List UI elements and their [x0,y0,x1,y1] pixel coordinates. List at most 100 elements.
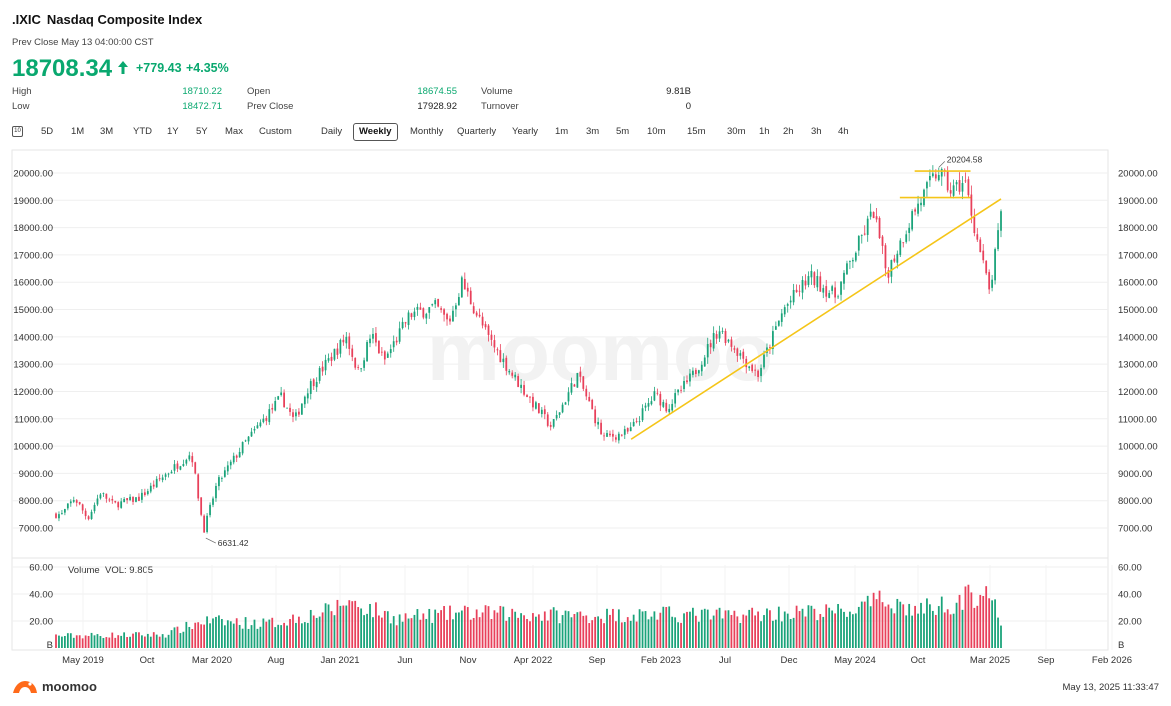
candle-body [831,286,834,291]
volume-bar [822,616,825,648]
interval-30m[interactable]: 30m [727,126,746,137]
candle-body [985,260,988,274]
candle-body [354,357,357,368]
range-max[interactable]: Max [225,126,243,137]
volume-bar [300,623,303,648]
volume-bar [923,613,925,648]
volume-bar [739,622,742,648]
volume-bar [185,621,188,648]
volume-bar [247,628,250,648]
range-custom[interactable]: Custom [259,126,292,137]
candle-body [256,425,259,429]
volume-bar [117,635,120,648]
interval-daily[interactable]: Daily [321,126,343,137]
high-annotation: 20204.58 [947,154,983,164]
range-3m[interactable]: 3M [100,126,114,137]
volume-bar [997,617,999,648]
volume-bar [825,604,828,648]
candle-body [410,313,413,318]
volume-bar [662,606,665,648]
volume-bar [437,612,440,648]
range-1y[interactable]: 1Y [167,126,179,137]
volume-bar [256,628,259,648]
x-tick-label: Dec [781,655,798,666]
price-change-pct: +4.35% [186,61,229,75]
volume-bar [786,613,789,648]
volume-bar [419,619,422,648]
volume-bar [481,612,484,648]
x-tick-label: Jul [719,655,731,666]
volume-bar [558,623,561,648]
interval-1h[interactable]: 1h [759,126,770,137]
volume-bar [176,626,179,648]
volume-bar [262,618,265,648]
volume-bar [804,616,807,648]
calendar-10-icon[interactable]: 10 [12,126,23,137]
range-ytd[interactable]: YTD [133,126,152,137]
candle-body [952,185,955,196]
price-tick-label-right: 20000.00 [1118,169,1158,180]
candle-body [161,477,164,481]
candle-body [662,402,665,407]
volume-bar [529,621,531,648]
volume-bar [120,635,123,648]
volume-bar [792,617,795,648]
volume-bar [540,620,543,648]
range-1m[interactable]: 1M [71,126,85,137]
candle-body [680,389,682,391]
range-5d[interactable]: 5D [41,126,54,137]
volume-bar [446,619,448,648]
volume-bar [523,615,525,648]
interval-10m[interactable]: 10m [647,126,666,137]
interval-3h[interactable]: 3h [811,126,822,137]
volume-bar [422,613,425,648]
volume-bar [929,604,931,648]
interval-5m[interactable]: 5m [616,126,630,137]
candle-body [309,381,312,394]
high-value: 18710.22 [182,86,222,97]
candle-body [668,408,671,413]
price-tick-label-left: 18000.00 [13,223,53,234]
volume-bar [692,607,694,648]
candle-body [478,314,481,317]
volume-bar [860,601,863,648]
candle-body [223,470,226,477]
range-5y[interactable]: 5Y [196,126,208,137]
candle-body [416,306,419,310]
interval-monthly[interactable]: Monthly [410,126,444,137]
candle-body [141,492,143,500]
volume-bar [72,637,75,648]
interval-15m[interactable]: 15m [687,126,706,137]
candle-body [303,396,306,405]
volume-bar [638,609,641,648]
candle-body [970,194,973,216]
candle-body [549,425,552,427]
candle-body [896,253,899,263]
interval-yearly[interactable]: Yearly [512,126,539,137]
volume-bar [952,613,955,648]
interval-2h[interactable]: 2h [783,126,794,137]
volume-bar [215,616,217,648]
interval-1m[interactable]: 1m [555,126,569,137]
volume-bar [383,610,386,648]
interval-quarterly[interactable]: Quarterly [457,126,497,137]
candle-body [170,471,173,474]
interval-3m[interactable]: 3m [586,126,600,137]
interval-weekly[interactable]: Weekly [353,123,398,141]
candle-body [600,422,602,435]
candle-body [330,356,333,361]
volume-legend-label: Volume [68,565,100,576]
volume-bar [863,601,866,648]
volume-bar [363,615,365,648]
candle-body [946,170,949,191]
volume-bar [846,616,848,648]
volume-bar [324,603,327,648]
candle-body [75,500,78,503]
index-name: Nasdaq Composite Index [46,12,203,27]
candle-body [686,380,688,383]
volume-bar [232,623,235,648]
volume-bar [970,592,973,648]
interval-4h[interactable]: 4h [838,126,849,137]
low-label: Low [12,101,30,112]
